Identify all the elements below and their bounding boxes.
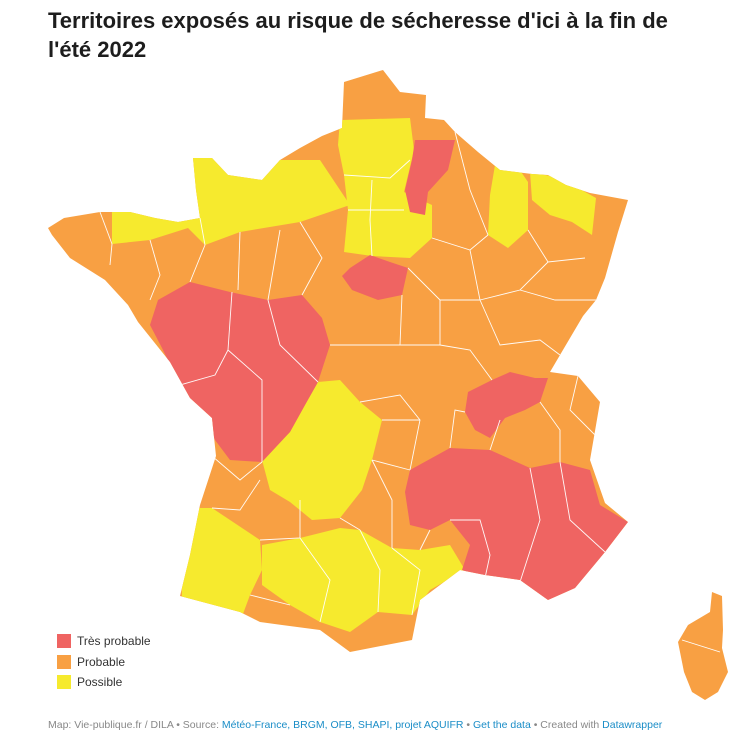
region-possible-normandie-bretagne <box>112 150 350 245</box>
legend-label-probable: Probable <box>77 654 126 669</box>
legend-label-tres-probable: Très probable <box>77 634 151 649</box>
legend-item-possible: Possible <box>57 672 151 693</box>
corsica <box>678 592 728 700</box>
region-possible-limousin <box>262 380 382 520</box>
legend-item-tres-probable: Très probable <box>57 631 151 652</box>
legend-swatch-probable <box>57 654 71 669</box>
region-tres-probable-loiret <box>342 255 408 300</box>
department-borders <box>99 131 606 623</box>
region-tres-probable-aisne <box>405 140 455 215</box>
created-with-text: • Created with <box>530 719 603 731</box>
region-tres-probable-ain-rhone <box>465 372 548 438</box>
department-border-corsica <box>681 639 721 653</box>
region-tres-probable-southeast <box>405 448 628 600</box>
footer-separator: • <box>463 719 473 731</box>
region-possible-marne <box>488 163 528 248</box>
region-probable-corsica <box>678 592 728 700</box>
region-possible-ile-de-france <box>338 118 432 258</box>
get-data-link[interactable]: Get the data <box>473 719 531 731</box>
legend-item-probable: Probable <box>57 652 151 673</box>
legend-label-possible: Possible <box>77 675 123 690</box>
datawrapper-link[interactable]: Datawrapper <box>602 719 663 731</box>
region-tres-probable-west <box>150 282 330 462</box>
legend-swatch-tres-probable <box>57 634 71 649</box>
region-possible-ardennes <box>530 172 596 235</box>
chart-title: Territoires exposés au risque de séchere… <box>48 8 668 62</box>
legend-swatch-possible <box>57 675 71 690</box>
map-credit: Map: Vie-publique.fr / DILA <box>48 719 174 731</box>
footer: Map: Vie-publique.fr / DILA • Source: Mé… <box>48 719 662 731</box>
sources-link[interactable]: Météo-France, BRGM, OFB, SHAPI, projet A… <box>221 719 464 731</box>
region-possible-occitanie <box>262 528 465 632</box>
region-possible-landes <box>180 508 262 622</box>
source-prefix: • Source: <box>173 719 222 731</box>
legend: Très probable Probable Possible <box>57 631 151 693</box>
